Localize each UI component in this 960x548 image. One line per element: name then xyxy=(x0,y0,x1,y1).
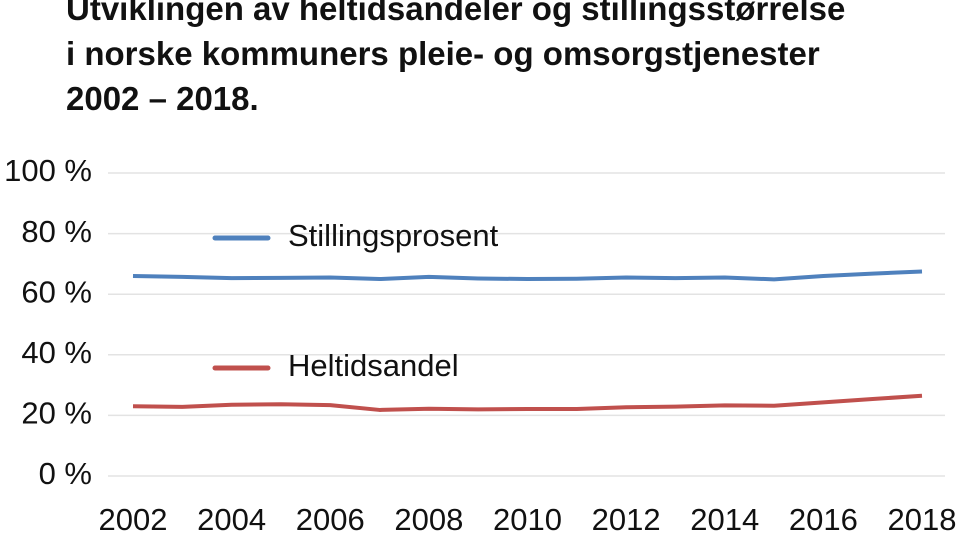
y-tick-label: 0 % xyxy=(39,456,92,491)
series-line xyxy=(132,393,923,412)
y-tick-label: 40 % xyxy=(21,335,92,370)
y-tick-label: 100 % xyxy=(4,153,92,188)
legend-label: Heltidsandel xyxy=(288,348,459,383)
x-tick-label: 2002 xyxy=(99,502,168,537)
x-tick-label: 2018 xyxy=(888,502,957,537)
x-tick-label: 2006 xyxy=(296,502,365,537)
x-tick-label: 2004 xyxy=(197,502,266,537)
y-tick-label: 60 % xyxy=(21,274,92,309)
chart-title: i norske kommuners pleie- og omsorgstjen… xyxy=(66,35,820,72)
series-line xyxy=(132,269,923,282)
x-tick-label: 2014 xyxy=(690,502,759,537)
x-tick-label: 2012 xyxy=(592,502,661,537)
y-tick-label: 80 % xyxy=(21,214,92,249)
legend-label: Stillingsprosent xyxy=(288,218,499,253)
y-tick-label: 20 % xyxy=(21,396,92,431)
x-tick-label: 2016 xyxy=(789,502,858,537)
x-tick-label: 2010 xyxy=(493,502,562,537)
chart-title: Utviklingen av heltidsandeler og stillin… xyxy=(66,0,845,27)
chart-title: 2002 – 2018. xyxy=(66,80,259,117)
x-tick-label: 2008 xyxy=(394,502,463,537)
